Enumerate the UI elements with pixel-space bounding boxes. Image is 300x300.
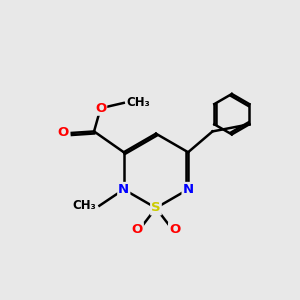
Text: S: S (151, 202, 161, 214)
Text: O: O (95, 102, 106, 115)
Text: N: N (183, 183, 194, 196)
Text: CH₃: CH₃ (73, 199, 96, 212)
Text: N: N (118, 183, 129, 196)
Text: O: O (169, 223, 180, 236)
Text: O: O (58, 126, 69, 140)
Text: CH₃: CH₃ (127, 96, 151, 110)
Text: O: O (132, 223, 143, 236)
